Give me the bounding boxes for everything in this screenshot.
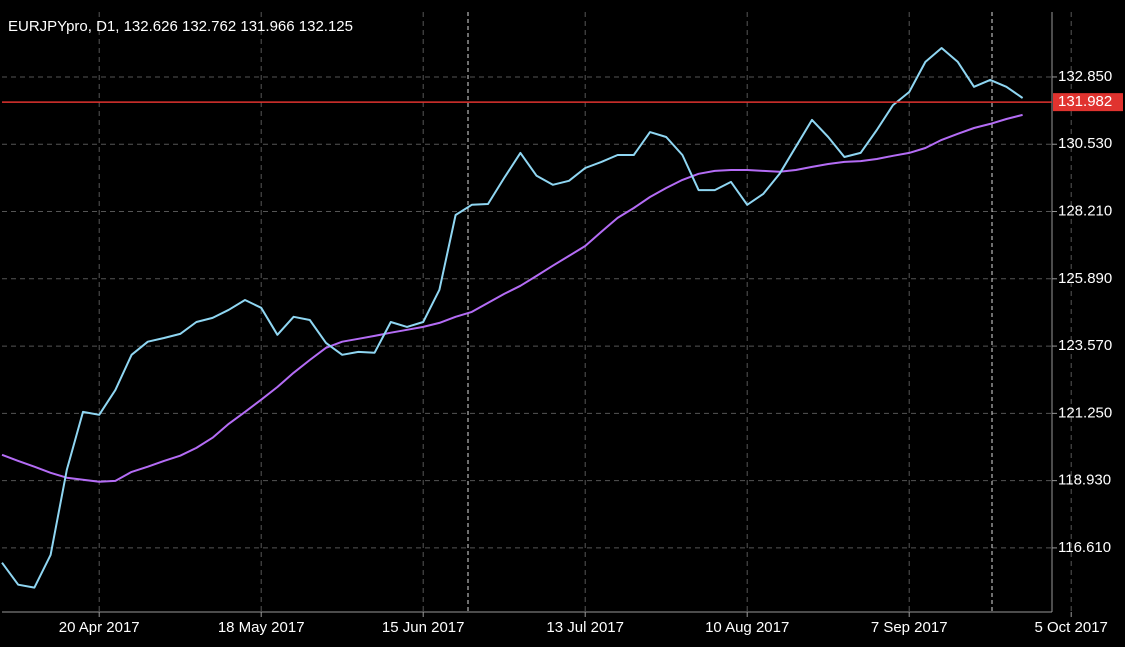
x-tick-label: 13 Jul 2017 xyxy=(546,619,624,636)
y-tick-label: 132.850 xyxy=(1058,68,1112,85)
y-tick-label: 125.890 xyxy=(1058,270,1112,287)
grid-layer xyxy=(2,12,1072,612)
y-tick-label: 116.610 xyxy=(1058,539,1111,556)
y-tick-label: 118.930 xyxy=(1058,472,1111,489)
x-tick-label: 18 May 2017 xyxy=(218,619,305,636)
y-tick-label: 130.530 xyxy=(1058,135,1112,152)
y-tick-label: 121.250 xyxy=(1058,404,1112,421)
price-level-box xyxy=(1053,93,1123,112)
x-tick-label: 15 Jun 2017 xyxy=(382,619,465,636)
y-tick-label: 123.570 xyxy=(1058,337,1112,354)
x-tick-label: 7 Sep 2017 xyxy=(871,619,948,636)
series-line xyxy=(1,113,1023,483)
x-tick-label: 5 Oct 2017 xyxy=(1035,619,1108,636)
x-tick-label: 10 Aug 2017 xyxy=(705,619,789,636)
y-tick-label: 128.210 xyxy=(1058,202,1112,219)
price-level-label: 131.982 xyxy=(1058,93,1112,110)
x-tick-label: 20 Apr 2017 xyxy=(59,619,140,636)
series-line xyxy=(1,47,1024,589)
chart-title: EURJPYpro, D1, 132.626 132.762 131.966 1… xyxy=(8,18,353,35)
